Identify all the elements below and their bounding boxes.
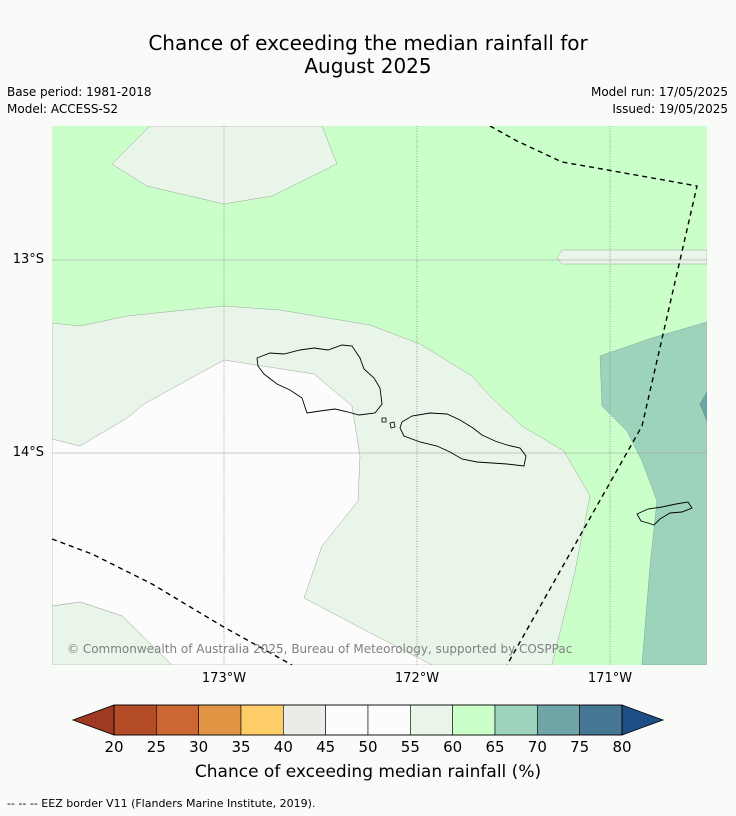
colorbar-tick-20: 20: [104, 738, 124, 756]
manono-island: [381, 417, 387, 423]
colorbar-segment-50_55: [367, 704, 411, 736]
colorbar-segment-20_25: [113, 704, 157, 736]
colorbar-tick-25: 25: [146, 738, 166, 756]
band-55-60-strip: [556, 249, 707, 265]
colorbar-tick-70: 70: [527, 738, 547, 756]
savaii-island: [256, 344, 383, 416]
eez-border-north: [489, 126, 698, 665]
colorbar-segment-45_50: [325, 704, 369, 736]
colorbar-tick-80: 80: [612, 738, 632, 756]
colorbar-tick-45: 45: [316, 738, 336, 756]
lon-label-172w: 172°W: [394, 671, 440, 686]
eez-border-southwest: [52, 538, 293, 665]
upolu-island: [399, 412, 527, 467]
colorbar-segment-25_30: [156, 704, 199, 736]
colorbar-above-80: [621, 704, 665, 736]
band-55-60-top: [111, 126, 338, 205]
colorbar: [71, 704, 665, 736]
colorbar-tick-50: 50: [358, 738, 378, 756]
band-70-75: [699, 391, 707, 422]
model-run: Model run: 17/05/2025: [590, 85, 728, 99]
map-title: Chance of exceeding the median rainfall …: [0, 32, 736, 78]
title-line-2: August 2025: [304, 54, 432, 78]
colorbar-tick-55: 55: [400, 738, 420, 756]
issued-date: Issued: 19/05/2025: [612, 102, 728, 116]
lat-label-14s: 14°S: [12, 445, 44, 460]
colorbar-tick-30: 30: [189, 738, 209, 756]
colorbar-segment-70_75: [537, 704, 580, 736]
band-45-55-west: [52, 359, 433, 665]
band-55-60-sw: [52, 601, 173, 665]
lon-label-173w: 173°W: [201, 671, 247, 686]
title-line-1: Chance of exceeding the median rainfall …: [148, 31, 588, 55]
colorbar-segment-30_35: [198, 704, 242, 736]
colorbar-tick-65: 65: [485, 738, 505, 756]
lat-label-13s: 13°S: [12, 252, 44, 267]
tutuila-island: [636, 501, 693, 526]
colorbar-tick-75: 75: [570, 738, 590, 756]
colorbar-segment-60_65: [452, 704, 496, 736]
colorbar-tick-60: 60: [443, 738, 463, 756]
copyright-notice: © Commonwealth of Australia 2025, Bureau…: [67, 642, 573, 656]
rainfall-map: [52, 126, 707, 665]
base-period: Base period: 1981-2018: [7, 85, 152, 99]
colorbar-below-20: [71, 704, 115, 736]
meta-right: Model run: 17/05/2025 Issued: 19/05/2025: [591, 84, 728, 118]
meta-left: Base period: 1981-2018 Model: ACCESS-S2: [7, 84, 152, 118]
eez-legend-note: -- -- -- EEZ border V11 (Flanders Marine…: [7, 797, 316, 810]
model-name: Model: ACCESS-S2: [7, 102, 119, 116]
colorbar-segment-35_40: [240, 704, 284, 736]
colorbar-segment-40_45: [283, 704, 326, 736]
colorbar-segment-65_70: [494, 704, 538, 736]
colorbar-segment-55_60: [410, 704, 453, 736]
apolima-island: [389, 421, 396, 429]
colorbar-tick-35: 35: [231, 738, 251, 756]
colorbar-segment-75_80: [579, 704, 623, 736]
lon-label-171w: 171°W: [587, 671, 633, 686]
colorbar-label: Chance of exceeding median rainfall (%): [194, 762, 542, 782]
band-65-70: [599, 321, 707, 665]
colorbar-tick-40: 40: [273, 738, 293, 756]
